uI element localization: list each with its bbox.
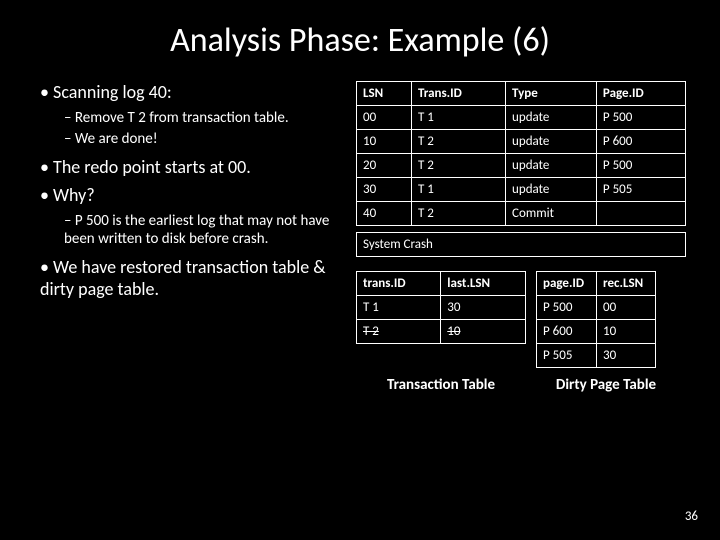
- log-cell: T 2: [411, 202, 505, 226]
- log-th-transid: Trans.ID: [411, 82, 505, 106]
- dp-cell: P 500: [537, 296, 597, 320]
- log-cell: 00: [357, 106, 412, 130]
- log-cell: update: [506, 130, 597, 154]
- log-th-type: Type: [506, 82, 597, 106]
- dirty-page-table-label: Dirty Page Table: [536, 376, 676, 394]
- log-cell: 20: [357, 154, 412, 178]
- log-cell: P 505: [596, 178, 685, 202]
- log-cell: T 2: [411, 154, 505, 178]
- tx-cell: T 1: [357, 296, 441, 320]
- dp-cell: 30: [597, 344, 656, 368]
- log-th-lsn: LSN: [357, 82, 412, 106]
- log-cell: 40: [357, 202, 412, 226]
- tx-th-transid: trans.ID: [357, 272, 441, 296]
- log-cell: P 500: [596, 154, 685, 178]
- left-column: Scanning log 40: Remove T 2 from transac…: [40, 81, 340, 394]
- right-column: LSN Trans.ID Type Page.ID 00 T 1 update …: [356, 81, 686, 394]
- dp-cell: 10: [597, 320, 656, 344]
- dp-cell: P 600: [537, 320, 597, 344]
- tx-cell: 10: [441, 320, 526, 344]
- dp-cell: 00: [597, 296, 656, 320]
- tx-cell: T 2: [357, 320, 441, 344]
- dp-th-pageid: page.ID: [537, 272, 597, 296]
- slide-title: Analysis Phase: Example (6): [40, 20, 680, 61]
- table-row: 40 T 2 Commit: [357, 202, 686, 226]
- table-row: 20 T 2 update P 500: [357, 154, 686, 178]
- log-cell: 10: [357, 130, 412, 154]
- crash-row: System Crash: [357, 233, 686, 257]
- tx-th-lastlsn: last.LSN: [441, 272, 526, 296]
- table-row: P 600 10: [537, 320, 656, 344]
- transaction-table-label: Transaction Table: [356, 376, 526, 394]
- log-cell: update: [506, 154, 597, 178]
- table-row: [357, 226, 686, 233]
- log-cell: P 600: [596, 130, 685, 154]
- bullet-1-sub-2: We are done!: [64, 130, 340, 148]
- table-row: T 1 30: [357, 296, 526, 320]
- tx-cell: 30: [441, 296, 526, 320]
- bullet-4: We have restored transaction table & dir…: [40, 256, 340, 300]
- dp-cell: P 505: [537, 344, 597, 368]
- log-table: LSN Trans.ID Type Page.ID 00 T 1 update …: [356, 81, 686, 257]
- crash-label: System Crash: [357, 233, 686, 257]
- table-row: P 500 00: [537, 296, 656, 320]
- log-cell: Commit: [506, 202, 597, 226]
- table-row: 00 T 1 update P 500: [357, 106, 686, 130]
- table-row: P 505 30: [537, 344, 656, 368]
- log-cell: T 1: [411, 106, 505, 130]
- table-row: T 2 10: [357, 320, 526, 344]
- log-th-pageid: Page.ID: [596, 82, 685, 106]
- log-cell: T 2: [411, 130, 505, 154]
- log-cell: update: [506, 178, 597, 202]
- bullet-1-sub-1: Remove T 2 from transaction table.: [64, 109, 340, 127]
- dp-th-reclsn: rec.LSN: [597, 272, 656, 296]
- table-row: 30 T 1 update P 505: [357, 178, 686, 202]
- log-cell: [596, 202, 685, 226]
- log-cell: 30: [357, 178, 412, 202]
- bullet-3-sub-1: P 500 is the earliest log that may not h…: [64, 212, 340, 248]
- bullet-3: Why?: [40, 184, 340, 206]
- bullet-2: The redo point starts at 00.: [40, 156, 340, 178]
- log-cell: P 500: [596, 106, 685, 130]
- bullet-1: Scanning log 40:: [40, 81, 340, 103]
- log-cell: update: [506, 106, 597, 130]
- slide-number: 36: [685, 509, 698, 524]
- dirty-page-table: page.ID rec.LSN P 500 00 P 600 10 P 50: [536, 271, 656, 368]
- log-cell: T 1: [411, 178, 505, 202]
- table-row: 10 T 2 update P 600: [357, 130, 686, 154]
- transaction-table: trans.ID last.LSN T 1 30 T 2 10: [356, 271, 526, 344]
